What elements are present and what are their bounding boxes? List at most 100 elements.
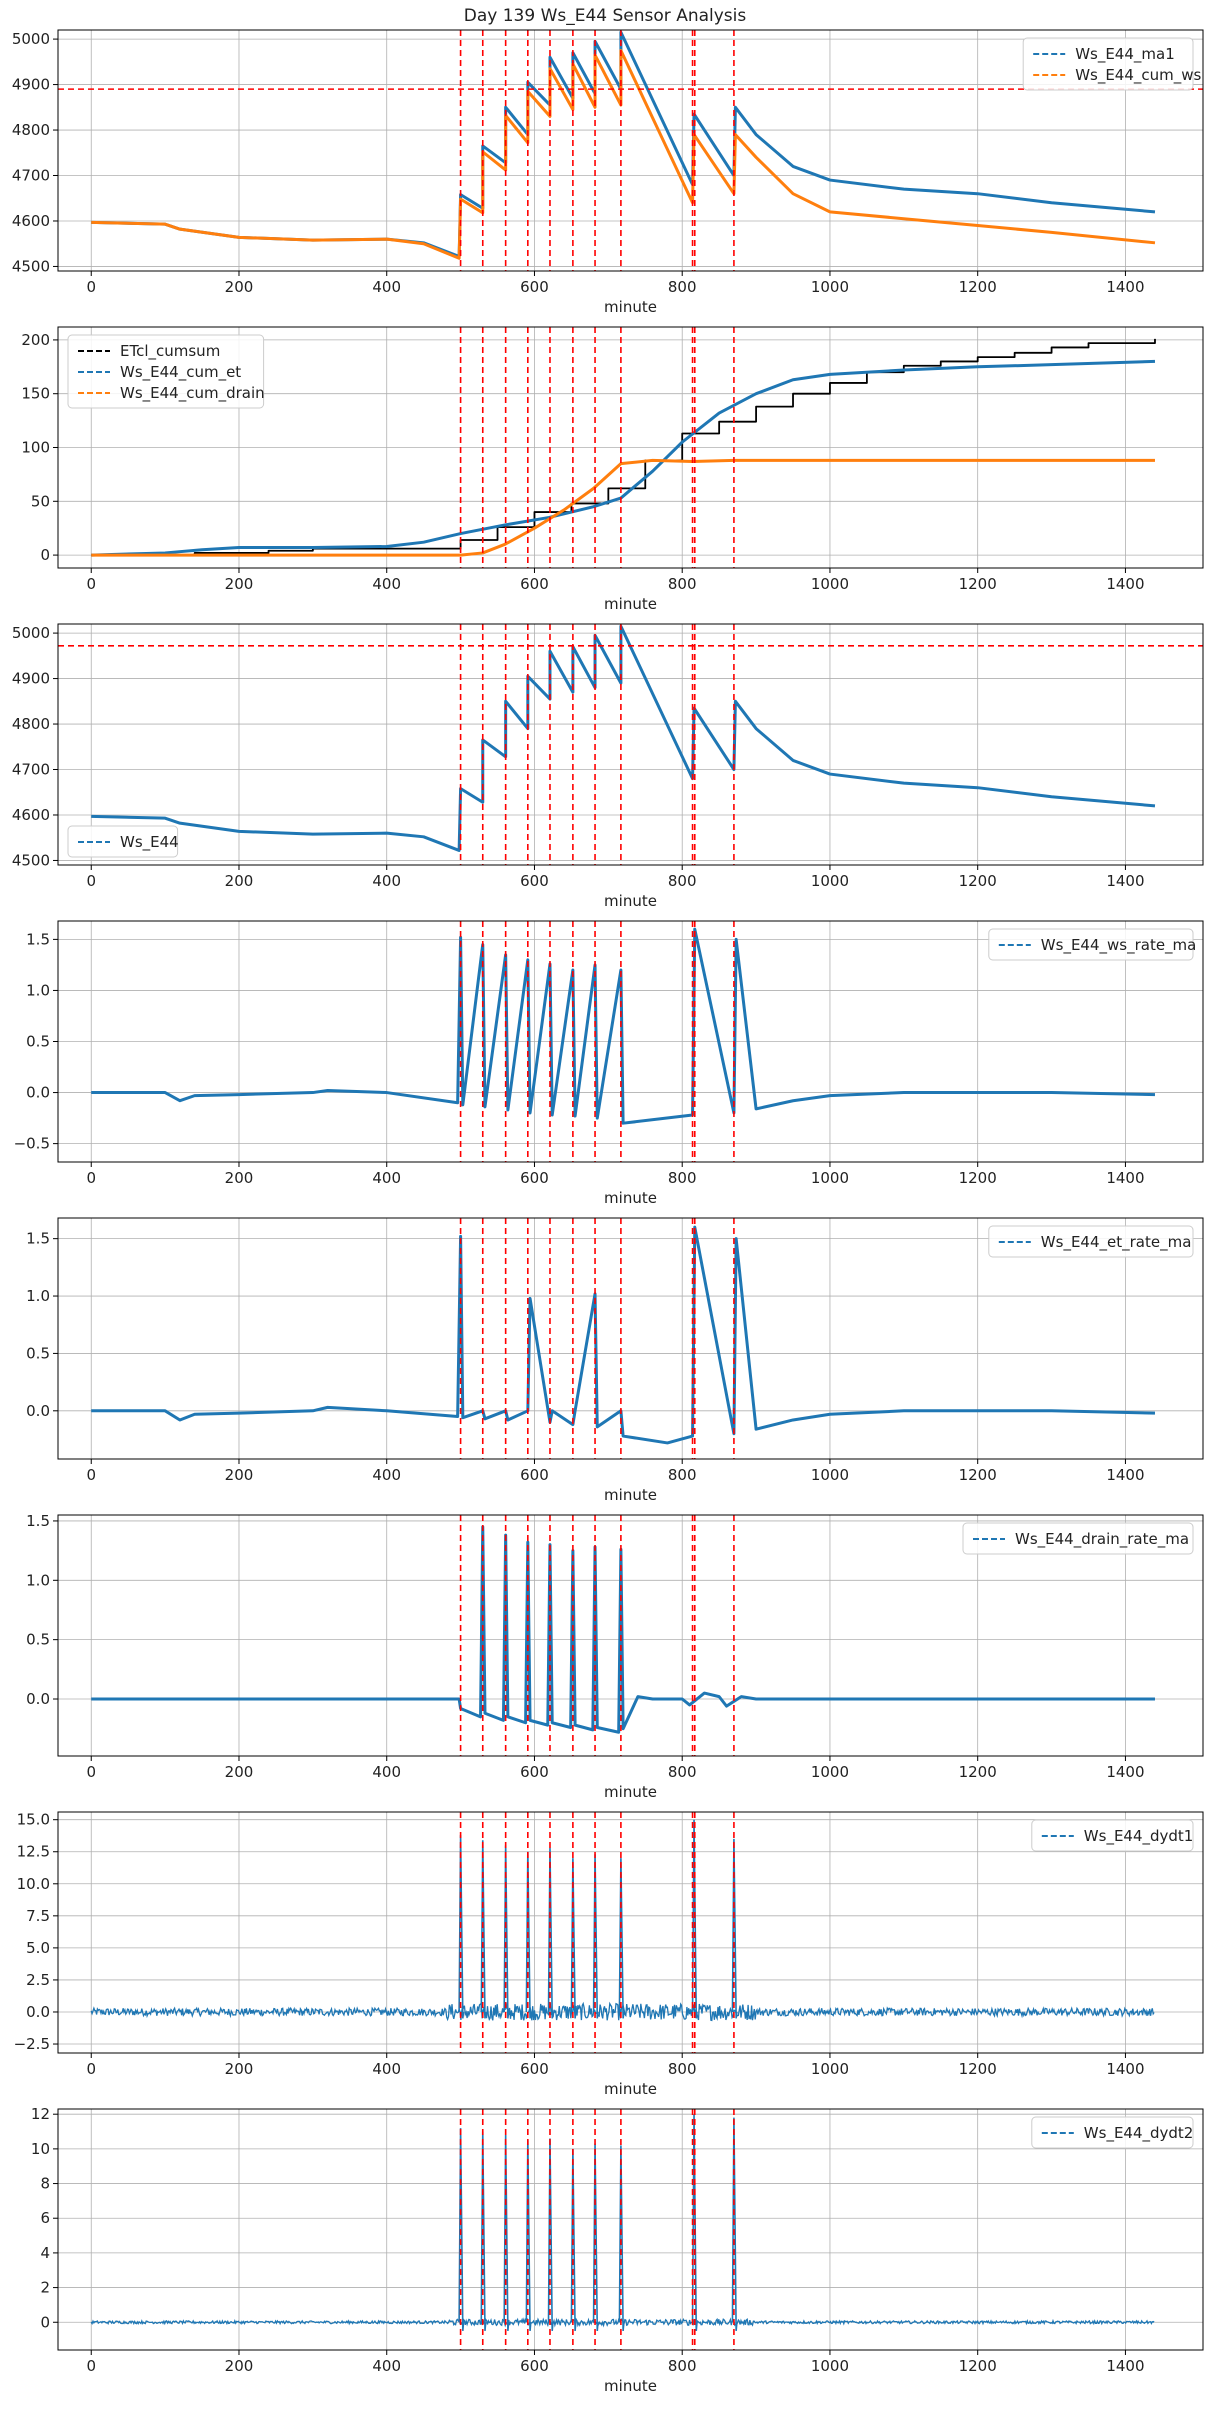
x-axis-label: minute: [604, 1783, 657, 1801]
series-line-Ws_E44_cum_ws: [91, 48, 1156, 260]
x-tick-label: 400: [372, 1763, 401, 1781]
y-tick-label: 2: [40, 2279, 50, 2297]
y-tick-label: 4500: [12, 851, 50, 869]
plot-area: [91, 1218, 1156, 1459]
plot-area: [90, 2109, 1155, 2350]
y-tick-label: 10.0: [17, 1875, 50, 1893]
x-tick-label: 0: [86, 278, 96, 296]
x-tick-label: 1200: [959, 1169, 997, 1187]
series-line-Ws_E44: [91, 624, 1156, 852]
y-tick-label: 4700: [12, 167, 50, 185]
y-tick-label: 100: [21, 439, 50, 457]
legend-entry: Ws_E44_cum_ws: [1075, 66, 1201, 85]
x-tick-label: 1000: [811, 2060, 849, 2078]
y-tick-label: 150: [21, 385, 50, 403]
legend-entry: ETcl_cumsum: [120, 342, 220, 361]
x-tick-label: 400: [372, 2357, 401, 2375]
spike-mark: [570, 2148, 577, 2331]
y-tick-label: 1.0: [26, 1287, 50, 1305]
spike-mark: [547, 1847, 554, 2019]
series-line-Ws_E44_drain_rate_ma: [91, 1525, 1155, 1734]
spike-mark: [458, 2128, 465, 2331]
x-tick-label: 1400: [1106, 2357, 1144, 2375]
panel-7: 0 200 400 600 800 1000 1200 1400 −2.5 0.0 2.5 5.0 7.…: [14, 1811, 1204, 2098]
spike-mark: [503, 2135, 510, 2331]
legend: Ws_E44_ma1 Ws_E44_cum_ws: [1022, 37, 1202, 91]
y-tick-label: 0: [40, 546, 50, 564]
y-tick-label: 0.5: [26, 1631, 50, 1649]
y-tick-label: 0.0: [26, 1690, 50, 1708]
x-axis-label: minute: [604, 1486, 657, 1504]
x-tick-label: 1200: [959, 872, 997, 890]
x-tick-label: 1200: [959, 2060, 997, 2078]
x-tick-label: 0: [86, 1466, 96, 1484]
legend-entry: Ws_E44_ws_rate_ma: [1041, 936, 1197, 955]
y-tick-label: 10: [31, 2140, 50, 2158]
legend-entry: Ws_E44_et_rate_ma: [1041, 1233, 1192, 1252]
panel-1: 0 200 400 600 800 1000 1200 1400 4500 4600 4700 480…: [12, 29, 1204, 316]
x-tick-label: 1000: [811, 2357, 849, 2375]
x-tick-label: 200: [225, 278, 254, 296]
y-tick-label: 1.5: [26, 1512, 50, 1530]
x-tick-label: 1000: [811, 872, 849, 890]
x-tick-label: 1400: [1106, 2060, 1144, 2078]
x-tick-label: 1000: [811, 1169, 849, 1187]
legend-box: [1031, 1819, 1194, 1852]
x-tick-label: 1200: [959, 575, 997, 593]
legend: Ws_E44_dydt2: [1031, 2116, 1194, 2149]
x-axis-label: minute: [604, 1189, 657, 1207]
x-tick-label: 400: [372, 1169, 401, 1187]
x-tick-label: 1000: [811, 1763, 849, 1781]
y-tick-label: 8: [40, 2175, 50, 2193]
x-tick-label: 1200: [959, 2357, 997, 2375]
x-axis-label: minute: [604, 595, 657, 613]
x-tick-label: 1200: [959, 1763, 997, 1781]
x-tick-label: 200: [225, 1763, 254, 1781]
legend-entry: Ws_E44_cum_drain: [120, 384, 265, 403]
series-line-Ws_E44_cum_drain: [91, 458, 1155, 557]
x-tick-label: 0: [86, 2060, 96, 2078]
plot-area: [91, 327, 1156, 568]
y-tick-label: 50: [31, 492, 50, 510]
x-tick-label: 0: [86, 872, 96, 890]
legend-box: [1031, 2116, 1194, 2149]
y-tick-label: 4600: [12, 806, 50, 824]
legend-entry: Ws_E44: [120, 833, 179, 852]
x-tick-label: 1200: [959, 1466, 997, 1484]
legend: Ws_E44_drain_rate_ma: [962, 1522, 1194, 1555]
axes-frame: [57, 1217, 1204, 1460]
x-tick-label: 600: [520, 278, 549, 296]
legend: Ws_E44_ws_rate_ma: [988, 928, 1197, 961]
x-tick-label: 1000: [811, 1466, 849, 1484]
y-tick-label: 4900: [12, 670, 50, 688]
x-tick-label: 400: [372, 1466, 401, 1484]
x-tick-label: 200: [225, 575, 254, 593]
panels: 0 200 400 600 800 1000 1200 1400450046004700480…: [12, 29, 1204, 2395]
plot-area: [58, 30, 1203, 271]
y-tick-label: 15.0: [17, 1811, 50, 1829]
x-tick-label: 800: [668, 278, 697, 296]
y-tick-label: −0.5: [14, 1135, 50, 1153]
y-tick-label: 12: [31, 2105, 50, 2123]
y-tick-label: 6: [40, 2209, 50, 2227]
x-tick-label: 800: [668, 2357, 697, 2375]
y-tick-label: 12.5: [17, 1843, 50, 1861]
x-tick-label: 800: [668, 1466, 697, 1484]
x-tick-label: 400: [372, 872, 401, 890]
axes-frame: [57, 1811, 1204, 2054]
y-tick-label: 2.5: [26, 1971, 50, 1989]
legend-box: [962, 1522, 1194, 1555]
y-tick-label: 0.5: [26, 1344, 50, 1362]
legend: Ws_E44_et_rate_ma: [988, 1225, 1194, 1258]
y-tick-label: 1.0: [26, 1571, 50, 1589]
legend-entry: Ws_E44_cum_et: [120, 363, 241, 382]
plot-area: [58, 624, 1203, 865]
y-tick-label: 0: [40, 2313, 50, 2331]
x-tick-label: 800: [668, 1169, 697, 1187]
x-tick-label: 1400: [1106, 575, 1144, 593]
x-tick-label: 0: [86, 1169, 96, 1187]
x-tick-label: 600: [520, 1763, 549, 1781]
legend-box: [988, 928, 1194, 961]
x-tick-label: 1400: [1106, 1169, 1144, 1187]
y-tick-label: −2.5: [14, 2035, 50, 2053]
